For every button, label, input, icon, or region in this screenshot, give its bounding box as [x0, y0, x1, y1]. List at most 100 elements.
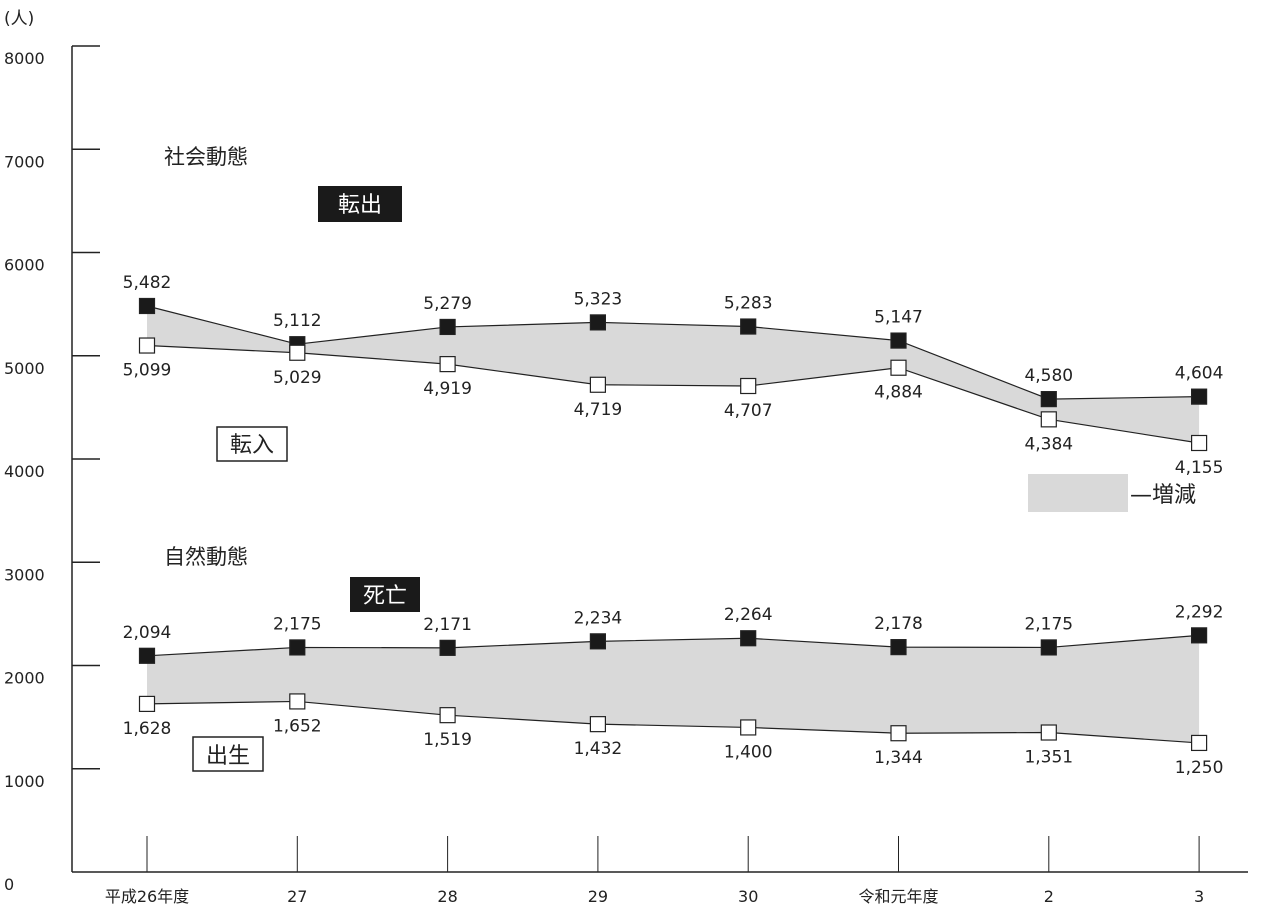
marker-1-1-0	[138, 695, 156, 713]
data-label-1-1-3: 1,432	[574, 739, 623, 759]
data-label-0-1-0: 5,099	[123, 361, 172, 381]
y-tick-label-2: 2000	[4, 669, 45, 688]
y-tick-label-4: 4000	[4, 462, 45, 481]
data-label-1-0-7: 2,292	[1175, 602, 1224, 622]
data-label-0-1-2: 4,919	[423, 379, 472, 399]
marker-0-0-0	[138, 297, 156, 315]
data-label-1-1-7: 1,250	[1175, 758, 1224, 778]
data-label-1-1-0: 1,628	[123, 719, 172, 739]
y-tick-label-0: 0	[4, 875, 14, 894]
marker-0-0-6	[1040, 391, 1057, 408]
data-label-1-0-3: 2,234	[574, 608, 623, 628]
marker-0-0-3	[589, 314, 607, 331]
bands	[147, 305, 1200, 743]
data-label-0-0-1: 5,112	[273, 311, 322, 331]
marker-1-0-6	[1040, 639, 1057, 656]
x-tick-label-2: 28	[437, 887, 457, 906]
marker-0-1-1	[289, 344, 306, 361]
marker-1-1-6	[1040, 724, 1057, 741]
series-lines	[146, 305, 1200, 744]
marker-1-0-5	[890, 639, 907, 656]
data-label-1-1-2: 1,519	[423, 730, 472, 750]
data-label-0-1-4: 4,707	[724, 401, 773, 421]
data-label-0-0-4: 5,283	[724, 294, 773, 314]
x-tick-label-1: 27	[287, 887, 307, 906]
legend-band-swatch	[1028, 474, 1128, 512]
marker-0-1-4	[740, 377, 757, 395]
data-label-0-1-6: 4,384	[1024, 434, 1073, 454]
marker-1-0-7	[1190, 627, 1208, 644]
x-tick-label-3: 29	[588, 887, 608, 906]
data-label-1-0-6: 2,175	[1024, 614, 1073, 634]
marker-1-1-2	[439, 707, 456, 724]
legend-birth: 出生	[192, 736, 264, 772]
marker-0-1-3	[589, 376, 607, 393]
marker-0-0-2	[439, 318, 456, 336]
marker-0-0-7	[1190, 388, 1208, 405]
group-title-social: 社会動態	[164, 145, 248, 169]
x-tick-label-6: 2	[1044, 887, 1054, 906]
data-label-0-0-5: 5,147	[874, 308, 923, 328]
axes: 0 1000 2000 3000 4000 5000 6000 7000 8000 平成26年度 2…	[4, 45, 1248, 906]
marker-1-0-4	[740, 630, 757, 647]
data-label-0-1-1: 5,029	[273, 368, 322, 388]
data-label-1-0-5: 2,178	[874, 614, 923, 634]
data-label-1-0-1: 2,175	[273, 614, 322, 634]
legend-death-text: 死亡	[363, 584, 407, 609]
data-label-0-1-5: 4,884	[874, 383, 923, 403]
line-0-1	[146, 344, 1200, 444]
legend-outflow: 転出	[318, 186, 402, 222]
data-label-1-0-0: 2,094	[123, 623, 172, 643]
band-group-0	[147, 305, 1200, 443]
x-tick-label-7: 3	[1194, 887, 1204, 906]
data-label-1-0-4: 2,264	[724, 605, 773, 625]
marker-0-0-5	[890, 332, 907, 349]
x-tick-label-5: 令和元年度	[858, 887, 938, 906]
marker-0-1-7	[1190, 434, 1208, 452]
data-labels: 5,482 5,112 5,279 5,323 5,283 5,147 4,580 4,604…	[123, 273, 1224, 778]
data-label-1-0-2: 2,171	[423, 615, 472, 635]
marker-1-1-5	[890, 725, 907, 742]
y-tick-label-7: 7000	[4, 152, 45, 171]
marker-1-1-7	[1190, 734, 1208, 752]
data-label-1-1-5: 1,344	[874, 748, 923, 768]
series-markers	[138, 297, 1208, 752]
marker-0-1-2	[439, 356, 456, 373]
y-tick-label-8: 8000	[4, 49, 45, 68]
y-tick-label-5: 5000	[4, 359, 45, 378]
marker-0-1-5	[890, 359, 907, 376]
legend-outflow-text: 転出	[338, 193, 382, 218]
data-label-0-0-2: 5,279	[423, 294, 472, 314]
legend-inflow: 転入	[216, 426, 288, 462]
data-label-1-1-1: 1,652	[273, 716, 322, 736]
marker-0-1-6	[1040, 411, 1057, 428]
legend-death: 死亡	[350, 577, 420, 612]
y-tick-label-1: 1000	[4, 772, 45, 791]
marker-1-1-1	[289, 693, 306, 710]
marker-0-1-0	[138, 337, 156, 354]
line-1-1	[146, 700, 1200, 744]
x-tick-label-4: 30	[738, 887, 758, 906]
legend-band: —増減	[1028, 474, 1196, 512]
data-label-0-0-3: 5,323	[574, 289, 623, 309]
data-label-0-0-7: 4,604	[1175, 364, 1224, 384]
x-tick-label-0: 平成26年度	[105, 887, 189, 906]
data-label-0-0-0: 5,482	[123, 273, 172, 293]
line-1-0	[146, 634, 1200, 657]
data-label-0-1-3: 4,719	[574, 400, 623, 420]
legend-inflow-text: 転入	[230, 433, 274, 458]
line-0-0	[146, 305, 1200, 400]
legend-birth-text: 出生	[206, 744, 250, 769]
y-tick-label-6: 6000	[4, 256, 45, 275]
marker-0-0-4	[740, 318, 757, 335]
marker-1-0-2	[439, 639, 456, 656]
marker-1-0-0	[138, 647, 156, 664]
marker-1-0-1	[289, 639, 306, 656]
marker-1-1-3	[589, 716, 607, 733]
band-group-1	[147, 635, 1200, 743]
group-title-natural: 自然動態	[164, 545, 248, 569]
marker-1-0-3	[589, 633, 607, 650]
legend-band-text: —増減	[1130, 483, 1196, 508]
marker-1-1-4	[740, 719, 757, 736]
